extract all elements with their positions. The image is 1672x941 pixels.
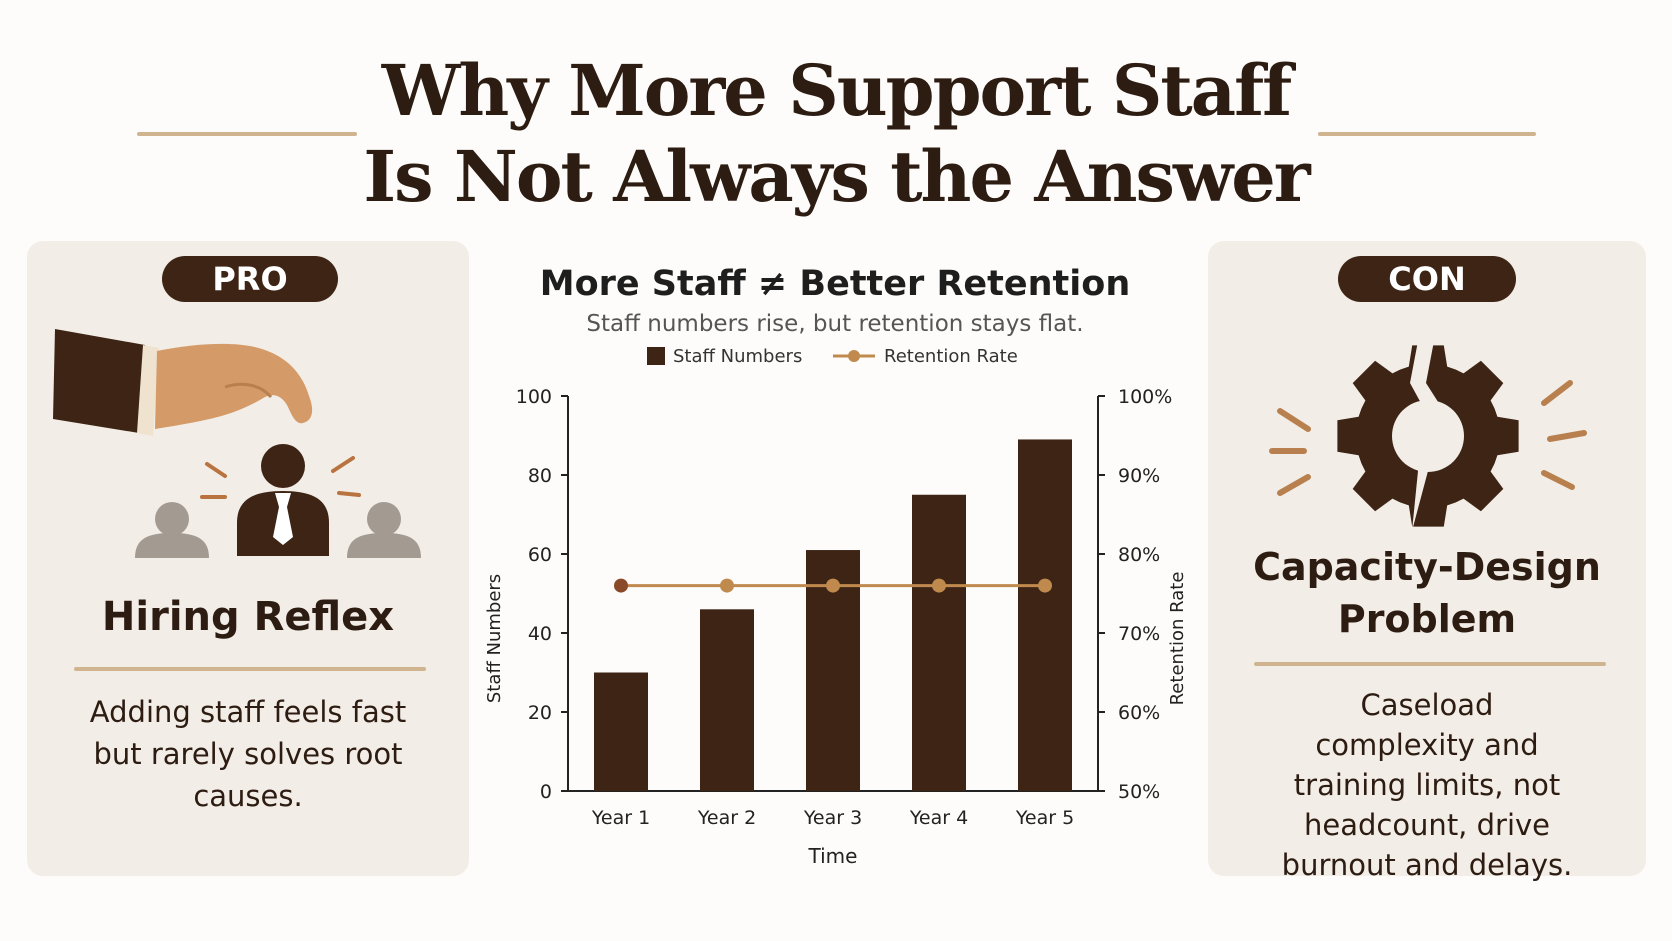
con-panel: CON Capacity-Design Problem Caseload com… [1208,241,1646,882]
con-heading: Capacity-Design Problem [1253,545,1601,641]
legend-label-retention: Retention Rate [884,346,1018,367]
y-tick-label-left: 100 [516,386,552,408]
bar-staff-1 [594,672,648,791]
bar-staff-2 [700,609,754,791]
x-tick-label: Year 2 [697,807,756,829]
retention-point-4 [932,578,946,593]
con-badge: CON [1338,256,1516,302]
y-tick-label-left: 60 [528,544,552,566]
x-tick-label: Year 3 [803,807,862,829]
pro-divider [74,667,426,671]
broken-gear-icon [1269,341,1587,531]
con-body: Caseload complexity and training limits,… [1281,688,1573,882]
page-title: Why More Support Staff Is Not Always the… [0,48,1672,220]
y-tick-label-right: 80% [1118,544,1160,566]
y-axis-title-right: Retention Rate [1167,572,1188,706]
title-rule-right [1318,132,1536,136]
title-rule-left [137,132,357,136]
y-tick-label-right: 50% [1118,781,1160,803]
con-divider [1254,662,1606,666]
x-tick-label: Year 5 [1015,807,1074,829]
pro-heading: Hiring Reflex [101,594,395,640]
y-tick-label-right: 90% [1118,465,1160,487]
retention-point-2 [720,578,734,593]
chart-title: More Staff ≠ Better Retention [539,264,1131,304]
title-line-2: Is Not Always the Answer [363,135,1310,218]
bar-staff-4 [912,494,966,791]
y-tick-label-right: 70% [1118,623,1160,645]
title-block: Why More Support Staff Is Not Always the… [0,48,1672,220]
y-tick-label-left: 20 [528,702,552,724]
bar-staff-5 [1018,439,1072,791]
y-axis-title-left: Staff Numbers [484,574,505,703]
hiring-hand-icon [53,329,421,558]
retention-point-5 [1038,578,1052,593]
staff-retention-chart: Staff Numbers Retention Rate 0 20 40 60 80 100 5… [484,346,1188,868]
y-tick-label-right: 100% [1118,386,1172,408]
pro-badge: PRO [162,256,338,302]
retention-point-1 [614,578,628,593]
title-line-1: Why More Support Staff [381,49,1293,132]
chart-section: More Staff ≠ Better Retention Staff numb… [470,241,1200,881]
pro-body: Adding staff feels fast but rarely solve… [89,695,407,813]
legend-swatch-staff [647,347,665,365]
y-tick-label-left: 80 [528,465,552,487]
x-axis-title: Time [808,844,858,868]
chart-subtitle: Staff numbers rise, but retention stays … [586,311,1084,337]
y-tick-label-left: 40 [528,623,552,645]
retention-point-3 [826,578,840,593]
x-tick-label: Year 1 [591,807,650,829]
pro-panel: PRO Hiring Reflex Adding staff feels fas… [27,241,469,876]
x-tick-label: Year 4 [909,807,968,829]
legend-label-staff: Staff Numbers [673,346,802,367]
legend-marker-retention [848,350,860,362]
y-tick-label-right: 60% [1118,702,1160,724]
y-tick-label-left: 0 [540,781,552,803]
